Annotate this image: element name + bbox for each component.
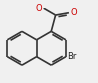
Text: Br: Br <box>68 52 77 61</box>
Text: O: O <box>71 8 77 17</box>
Text: O: O <box>36 4 43 13</box>
